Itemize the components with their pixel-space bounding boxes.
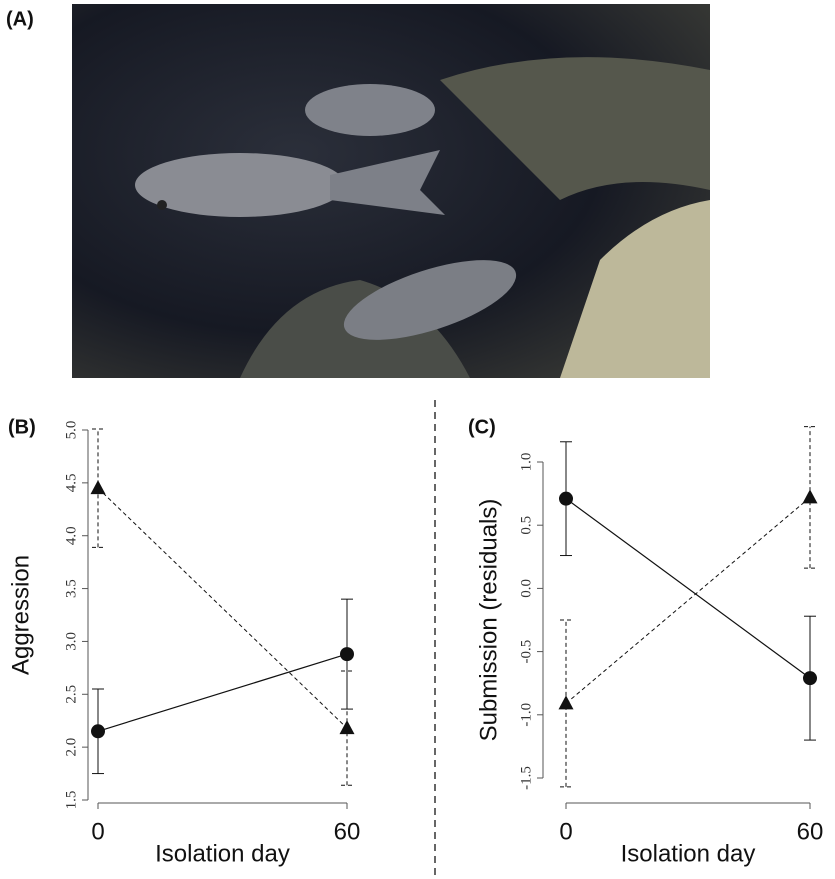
x-tick-label: 60	[797, 818, 824, 845]
y-tick-label: 0.0	[518, 579, 534, 598]
y-tick-label: -0.5	[518, 640, 534, 664]
y-tick-label: 1.5	[63, 791, 79, 810]
y-tick-label: 4.0	[63, 526, 79, 545]
point	[559, 492, 573, 506]
series-line	[566, 497, 810, 703]
photo	[72, 4, 710, 378]
y-tick-label: 5.0	[63, 421, 79, 440]
y-axis-label: Aggression	[7, 555, 34, 675]
y-tick-label: 2.5	[63, 685, 79, 704]
y-tick-label: 0.5	[518, 516, 534, 535]
point	[559, 695, 574, 709]
x-tick-label: 60	[334, 818, 361, 845]
x-tick-label: 0	[559, 818, 572, 845]
y-tick-label: 2.0	[63, 738, 79, 757]
panel-label: (C)	[468, 416, 496, 438]
y-tick-label: 4.5	[63, 473, 79, 492]
y-tick-label: 3.0	[63, 632, 79, 651]
y-tick-label: -1.0	[518, 703, 534, 727]
series-line	[566, 499, 810, 678]
panel-label: (B)	[8, 416, 36, 438]
y-tick-label: 3.5	[63, 579, 79, 598]
y-tick-label: 1.0	[518, 453, 534, 472]
point	[91, 480, 106, 494]
panel-label: (A)	[6, 8, 34, 30]
x-axis-label: Isolation day	[621, 840, 756, 867]
point	[340, 647, 354, 661]
point	[340, 720, 355, 734]
point	[803, 671, 817, 685]
x-tick-label: 0	[91, 818, 104, 845]
y-axis-label: Submission (residuals)	[475, 499, 502, 742]
x-axis-label: Isolation day	[155, 840, 290, 867]
y-tick-label: -1.5	[518, 766, 534, 790]
point	[91, 724, 105, 738]
figure: (A) (B) 1.5 2.0 2.5 3.0 3.5 4.0 4.5 5.0 0 60 Isolat…	[0, 0, 835, 879]
point	[803, 489, 818, 503]
